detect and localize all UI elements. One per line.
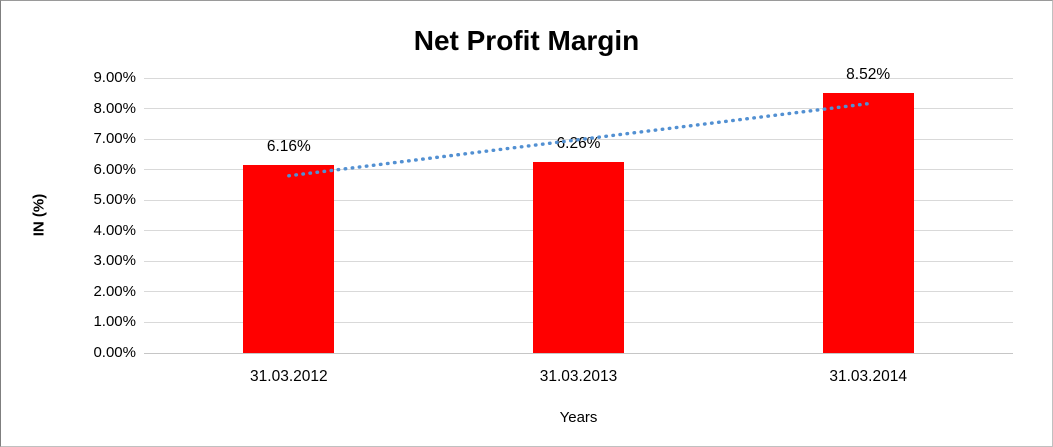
y-tick-label: 5.00%	[93, 191, 136, 209]
bar-31.03.2014	[822, 92, 914, 353]
x-tick-label: 31.03.2013	[539, 368, 618, 385]
x-tick-label: 31.03.2014	[829, 368, 907, 385]
bar-31.03.2013	[533, 161, 624, 353]
chart-title: Net Profit Margin	[413, 25, 640, 56]
bar-value-label: 6.16%	[266, 137, 311, 155]
y-tick-label: 2.00%	[93, 282, 136, 300]
y-tick-label: 6.00%	[93, 160, 136, 178]
x-axis-line	[144, 352, 1013, 354]
y-tick-label: 1.00%	[93, 313, 136, 331]
x-tick-label: 31.03.2012	[250, 368, 328, 385]
bar-value-label: 8.52%	[846, 65, 891, 83]
bar-value-label: 6.26%	[556, 134, 601, 152]
y-tick-label: 3.00%	[93, 252, 136, 270]
y-tick-label: 8.00%	[93, 99, 136, 117]
bar-31.03.2012	[243, 164, 335, 353]
gridline	[144, 77, 1013, 79]
y-tick-label: 0.00%	[93, 344, 136, 361]
y-tick-label: 7.00%	[93, 130, 136, 148]
y-tick-label: 9.00%	[93, 69, 136, 86]
y-axis-title: IN (%)	[30, 193, 48, 237]
x-axis-title: Years	[559, 409, 598, 426]
y-tick-label: 4.00%	[93, 221, 136, 239]
